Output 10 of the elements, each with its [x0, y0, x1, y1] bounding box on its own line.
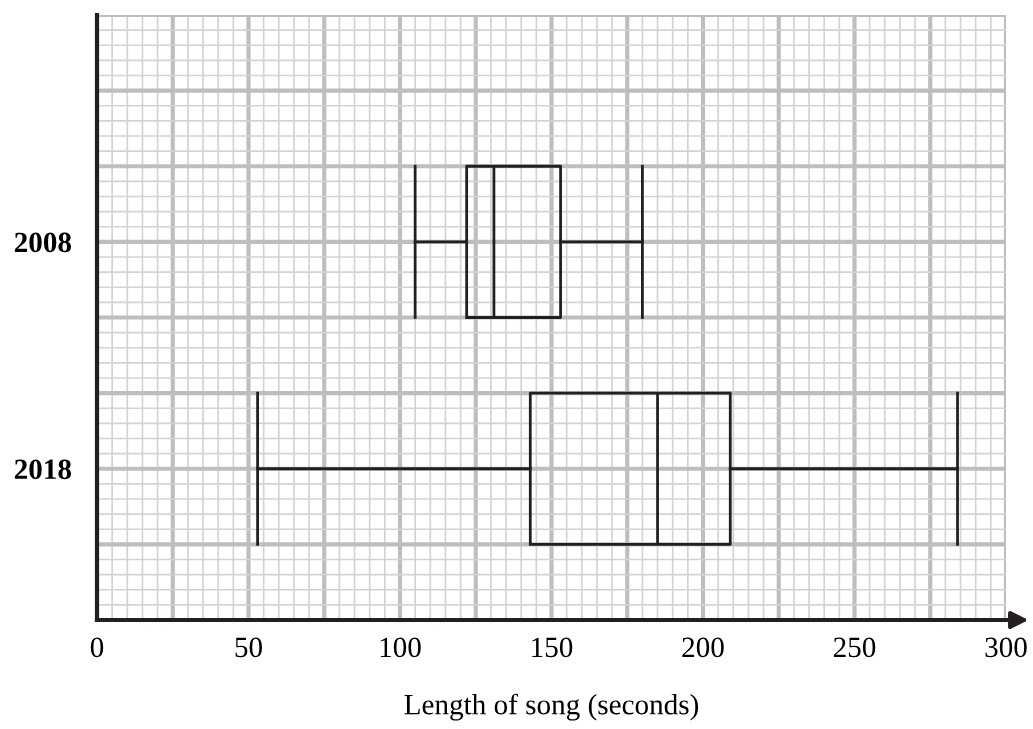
x-tick-label: 300 [985, 637, 1027, 658]
x-tick-label: 200 [682, 637, 724, 658]
x-tick-label: 50 [235, 637, 262, 658]
x-tick-label: 0 [90, 637, 104, 658]
x-axis-title: Length of song (seconds) [404, 693, 699, 721]
x-tick-label: 150 [532, 637, 573, 658]
y-tick-label: 2008 [14, 232, 72, 253]
x-tick-label: 250 [833, 637, 876, 658]
x-tick-label: 100 [380, 637, 421, 658]
y-tick-label: 2018 [14, 459, 72, 480]
